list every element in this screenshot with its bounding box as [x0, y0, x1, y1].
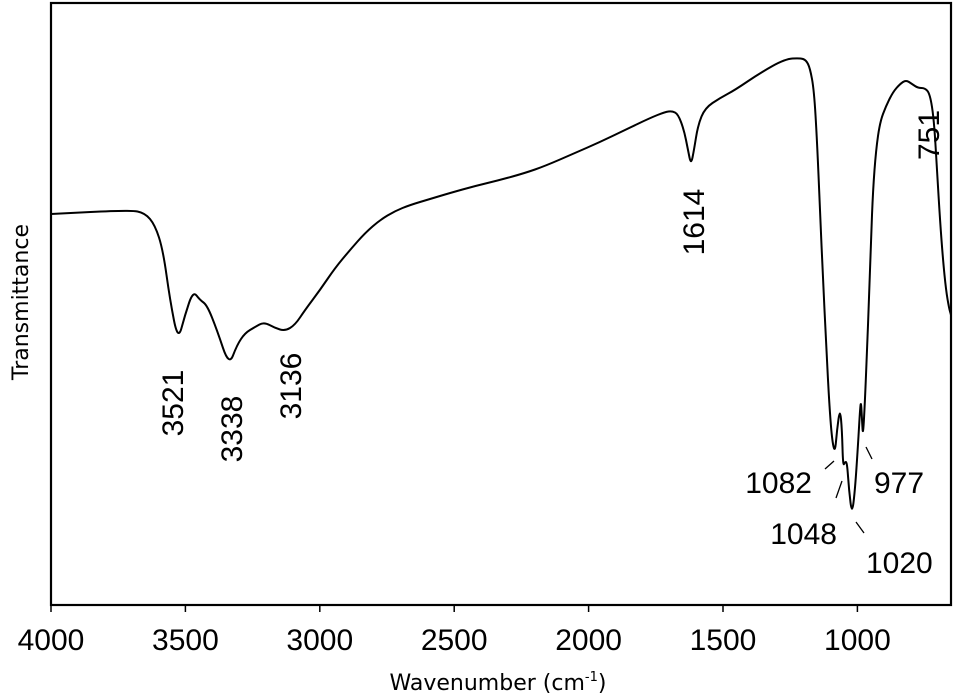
peak-label-1082: 1082 [745, 467, 812, 500]
x-tick-label: 4000 [18, 624, 85, 657]
x-axis-title-main: Wavenumber (cm [390, 671, 585, 696]
spectrum-line [50, 57, 952, 510]
peak-label-3521: 3521 [157, 370, 190, 437]
leader-lines [824, 446, 873, 534]
peak-label-977: 977 [874, 467, 924, 500]
horizontal-peak-labels: 1082 1048 1020 977 [745, 467, 933, 580]
x-axis-tick-labels: 4000 3500 3000 2500 2000 1500 1000 [18, 624, 891, 657]
leader-line-1020 [855, 521, 865, 534]
y-axis-title: Transmittance [9, 224, 34, 381]
x-tick-label: 2500 [421, 624, 488, 657]
peak-label-1614: 1614 [678, 189, 711, 256]
x-axis-ticks [50, 605, 859, 612]
rotated-peak-labels: 3521 3338 3136 1614 751 [157, 110, 946, 462]
x-tick-label: 2000 [555, 624, 622, 657]
peak-label-1048: 1048 [770, 518, 837, 551]
x-tick-label: 1000 [824, 624, 891, 657]
peak-label-3136: 3136 [275, 353, 308, 420]
leader-line-1082 [824, 460, 835, 470]
peak-label-3338: 3338 [216, 396, 249, 463]
plot-frame [49, 1, 953, 607]
x-axis-title-close: ) [598, 671, 607, 696]
peak-label-751: 751 [913, 110, 946, 160]
x-tick-label: 3000 [286, 624, 353, 657]
peak-label-1020: 1020 [866, 547, 933, 580]
x-tick-label: 3500 [152, 624, 219, 657]
x-tick-label: 1500 [690, 624, 757, 657]
x-axis-title-superscript: -1 [585, 670, 598, 685]
x-axis-title: Wavenumber (cm-1) [390, 670, 607, 696]
leader-line-977 [865, 446, 873, 460]
leader-line-1048 [835, 480, 843, 499]
